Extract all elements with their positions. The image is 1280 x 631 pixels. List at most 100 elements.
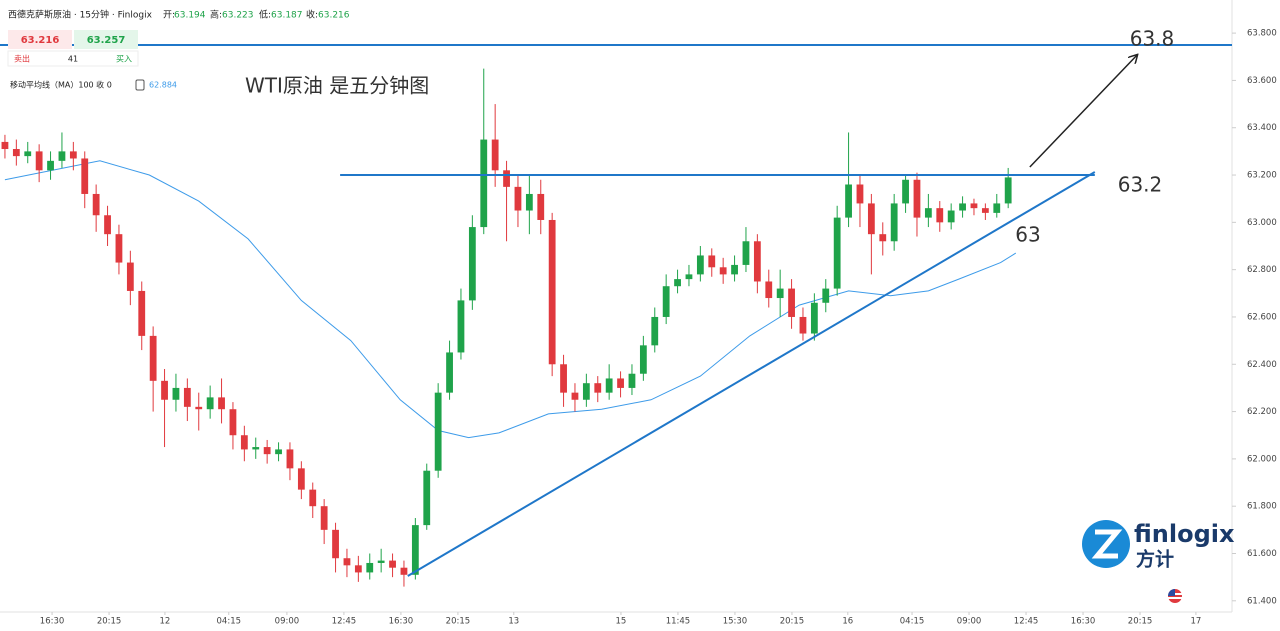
annotation: 63.8 [1130, 27, 1175, 51]
candle-body [731, 264, 738, 275]
candle-body [696, 255, 704, 275]
candle-body [47, 160, 54, 171]
candle-body [970, 203, 978, 209]
candle-body [149, 335, 157, 381]
candle-body [35, 151, 43, 171]
y-tick-label: 62.400 [1247, 360, 1277, 370]
candle-body [776, 288, 784, 299]
x-tick-label: 12:45 [332, 617, 357, 627]
x-tick-label: 16:30 [389, 617, 414, 627]
candle-body [138, 290, 146, 336]
candle-body [457, 300, 465, 353]
quote-label: 低: [259, 9, 271, 21]
candle-body [605, 378, 613, 393]
candle-body [765, 281, 773, 299]
y-tick-label: 62.200 [1247, 407, 1277, 417]
candle-body [263, 447, 271, 455]
y-tick-label: 61.600 [1247, 549, 1277, 559]
candle-body [468, 227, 476, 301]
candle-body [525, 193, 533, 211]
candle-body [366, 562, 374, 573]
y-tick-label: 63.000 [1247, 218, 1277, 228]
y-tick-label: 61.400 [1247, 596, 1277, 606]
candle-body [183, 387, 191, 407]
x-tick-label: 20:15 [97, 617, 122, 627]
candle-body [309, 489, 317, 507]
buy-price[interactable]: 63.257 [87, 35, 126, 46]
candle-body [810, 302, 818, 334]
settings-icon[interactable] [135, 79, 145, 91]
candle-body [480, 139, 488, 228]
annotation: 63 [1015, 223, 1040, 247]
sell-price[interactable]: 63.216 [21, 35, 60, 46]
candle-body [879, 234, 887, 242]
candle-body [12, 149, 20, 157]
x-tick-label: 16 [842, 617, 853, 627]
candle-body [503, 170, 510, 187]
sell-box[interactable] [8, 30, 72, 49]
buy-box[interactable] [74, 30, 138, 49]
candle-body [218, 397, 225, 410]
candle-body [58, 151, 66, 161]
y-tick-label: 63.200 [1247, 171, 1277, 181]
quote-value: 63.194 [174, 11, 206, 21]
trend-line [407, 171, 1096, 577]
candle-body [377, 560, 385, 563]
candle-body [628, 373, 636, 388]
candle-body [571, 392, 579, 400]
candle-body [902, 179, 909, 204]
candle-body [161, 380, 168, 400]
x-tick-label: 04:15 [217, 617, 242, 627]
x-tick-label: 11:45 [666, 617, 691, 627]
candle-body [560, 364, 567, 393]
candle-body [343, 558, 351, 566]
sell-label[interactable]: 卖出 [14, 54, 30, 64]
candle-body [639, 345, 647, 374]
quote-label: 开: [163, 10, 175, 21]
x-tick-label: 15 [616, 617, 627, 627]
candle-body [491, 139, 499, 171]
candle-body [229, 409, 237, 436]
buy-label[interactable]: 买入 [116, 55, 132, 64]
candle-body [947, 210, 955, 223]
arrow [1029, 55, 1137, 168]
quote-value: 63.187 [271, 11, 303, 21]
candle-body [514, 186, 522, 211]
candle-body [742, 241, 750, 265]
candle-body [275, 449, 282, 455]
candle-body [1004, 177, 1012, 204]
candle-body [959, 203, 966, 211]
candle-body [1, 141, 9, 150]
x-tick-label: 16:30 [40, 617, 65, 627]
candle-body [411, 525, 419, 575]
indicator-value: 62.884 [149, 81, 177, 90]
candle-body [651, 316, 659, 346]
note: WTI原油 是五分钟图 [245, 74, 429, 98]
candle-body [913, 179, 921, 218]
annotation: 63.2 [1118, 173, 1163, 197]
candle-body [69, 151, 77, 159]
candle-body [582, 383, 590, 400]
candle-body [788, 288, 795, 317]
spread-box [7, 50, 139, 67]
flag-icon [1168, 589, 1182, 603]
brand-sub: 方计 [1136, 548, 1174, 571]
candle-body [936, 208, 944, 223]
indicator-label: 移动平均线（MA）100 收 0 [10, 80, 112, 90]
overlay: 西德克萨斯原油 · 15分钟 · Finlogix 63.216 63.257 … [7, 9, 1235, 603]
candle-body [252, 447, 260, 450]
candle-body [240, 435, 248, 450]
candle-body [867, 203, 875, 235]
candle-body [890, 203, 898, 242]
candle-body [115, 234, 123, 263]
quote-label: 收: [306, 9, 318, 21]
brand-name: finlogix [1134, 520, 1235, 548]
logo-z [1091, 529, 1123, 559]
spread: 41 [68, 55, 78, 64]
x-tick-label: 12 [160, 617, 171, 627]
candle-body [320, 506, 328, 530]
x-tick-label: 12:45 [1014, 617, 1039, 627]
candle-body [206, 397, 214, 410]
candle-body [434, 392, 442, 471]
